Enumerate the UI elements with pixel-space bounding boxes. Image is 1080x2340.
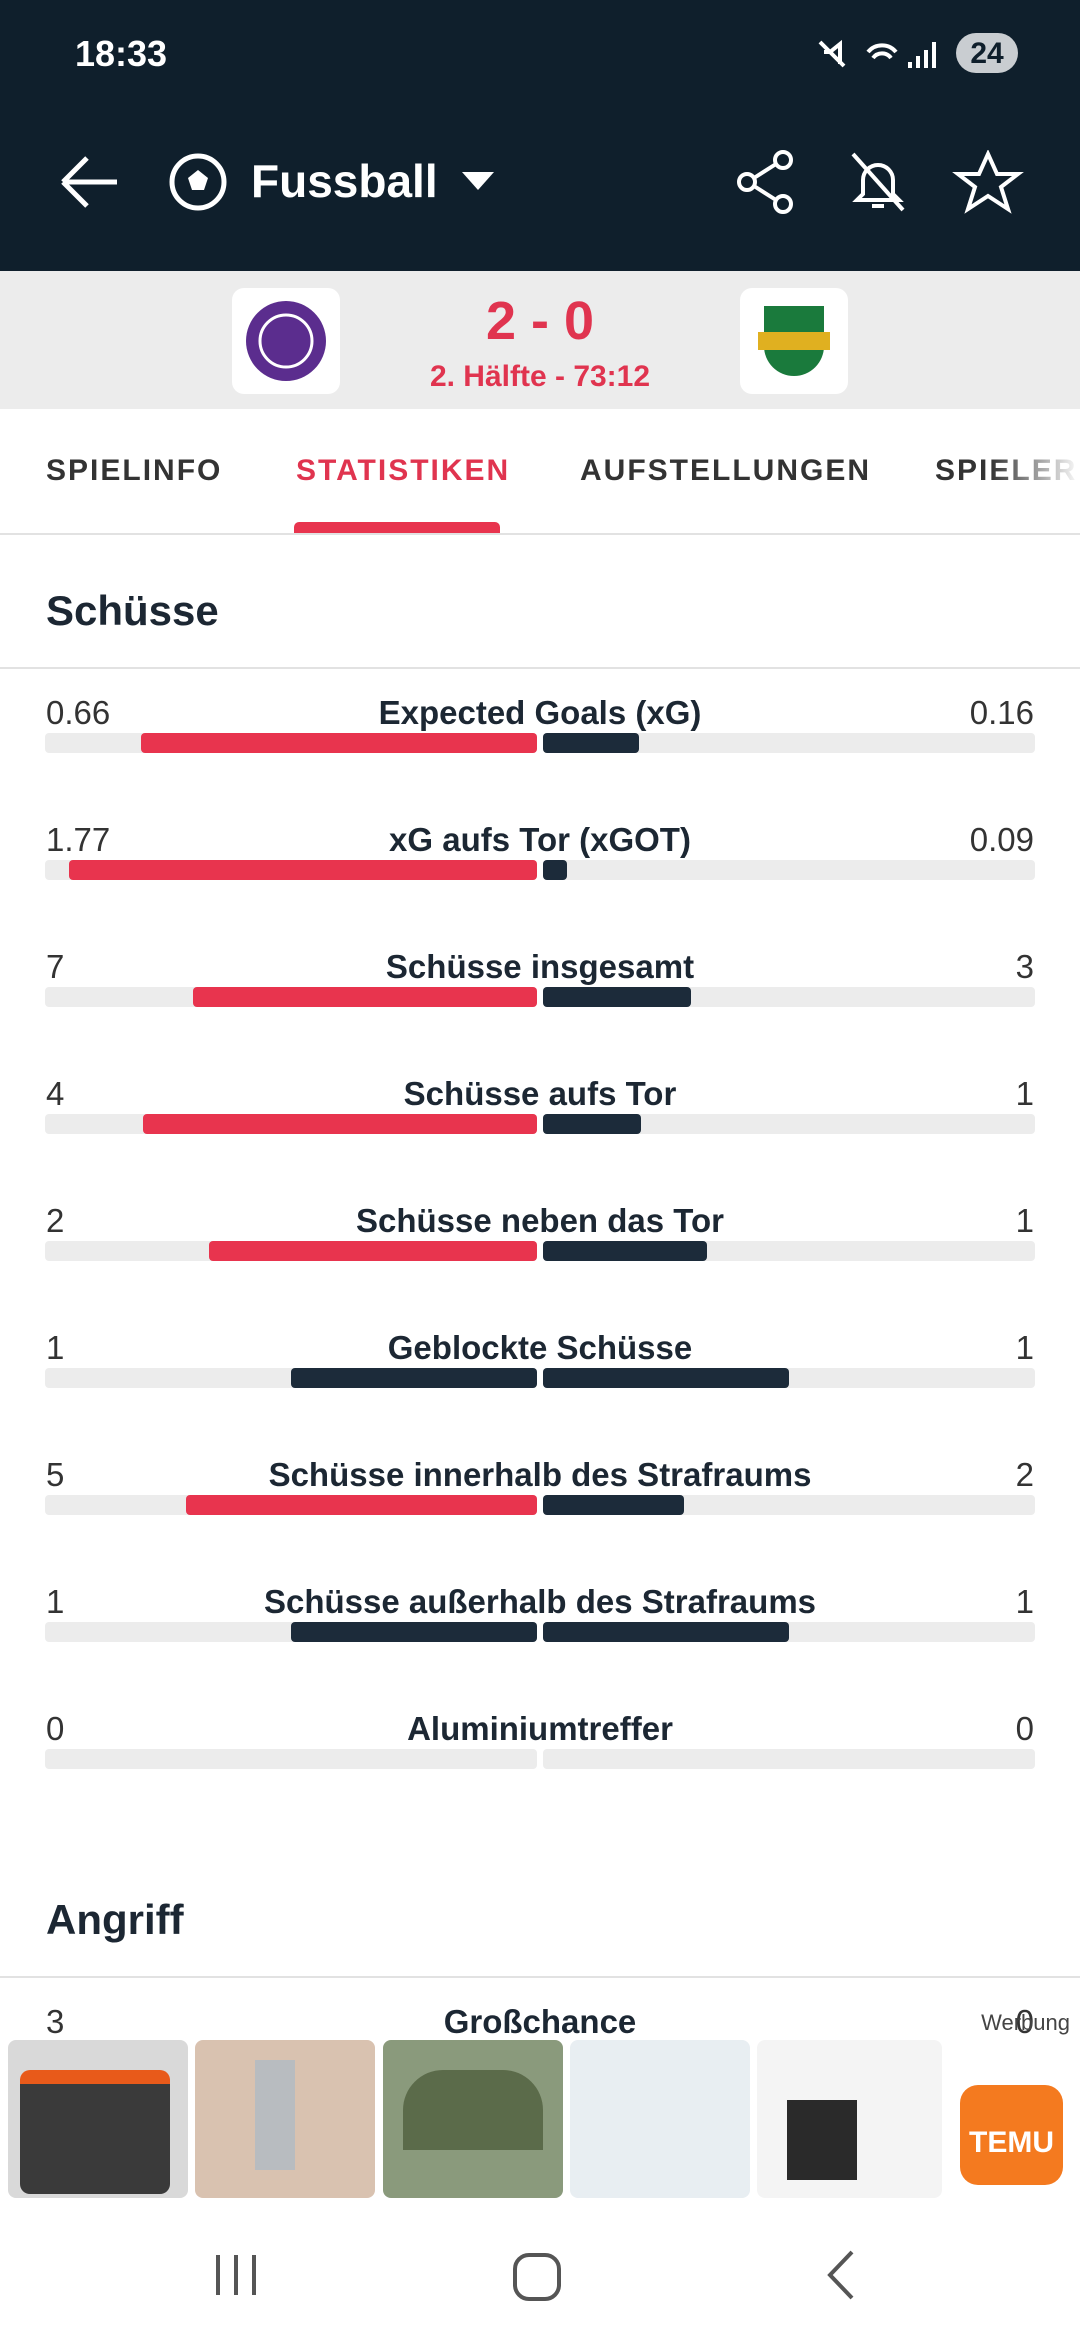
away-bar — [543, 860, 567, 880]
header-actions[interactable] — [735, 150, 1025, 214]
ad-brand: TEMU — [969, 2126, 1054, 2159]
ad-image[interactable] — [757, 2040, 942, 2198]
score: 2 - 0 — [485, 291, 595, 351]
tab-indicator — [294, 522, 500, 533]
away-bar — [543, 1495, 684, 1515]
stat-away-value: 0 — [1015, 2003, 1034, 2040]
stat-home-value: 1.77 — [46, 821, 111, 858]
stat-away-value: 1 — [1015, 1075, 1034, 1112]
stat-home-value: 3 — [46, 2003, 65, 2040]
stat-label: Schüsse außerhalb des Strafraums — [263, 1583, 817, 1620]
tab[interactable]: STATISTIKEN — [296, 454, 511, 487]
stat-home-value: 5 — [46, 1456, 65, 1493]
bar-track — [543, 860, 1035, 880]
dropdown-caret[interactable] — [460, 170, 496, 194]
stat-label: Expected Goals (xG) — [378, 694, 702, 731]
nav-bar — [216, 2250, 854, 2301]
bar-track — [543, 1749, 1035, 1769]
home-bar — [291, 1622, 537, 1642]
stat-away-value: 0.16 — [969, 694, 1034, 731]
stat-label: Schüsse neben das Tor — [356, 1202, 724, 1239]
stat-home-value: 2 — [46, 1202, 65, 1239]
section-title: Schüsse — [46, 587, 219, 634]
bar-track — [543, 733, 1035, 753]
status-icons — [818, 39, 936, 68]
bar-track — [543, 1114, 1035, 1134]
home-logo[interactable] — [232, 288, 340, 394]
stat-label: Schüsse innerhalb des Strafraums — [268, 1456, 812, 1493]
ad-label: Werbung — [981, 2010, 1070, 2035]
tab-fade — [990, 440, 1080, 510]
stat-home-value: 7 — [46, 948, 65, 985]
home-bar — [192, 987, 537, 1007]
stat-away-value: 1 — [1015, 1583, 1034, 1620]
stat-home-value: 4 — [46, 1075, 65, 1112]
clock: 18:33 — [75, 33, 168, 74]
stat-label: xG aufs Tor (xGOT) — [389, 821, 691, 858]
stat-home-value: 1 — [46, 1583, 65, 1620]
home-bar — [291, 1368, 537, 1388]
away-logo[interactable] — [740, 288, 848, 394]
away-bar — [543, 1368, 789, 1388]
stat-label: Schüsse insgesamt — [385, 948, 695, 985]
home-bar — [143, 1114, 537, 1134]
bar-track — [45, 1749, 537, 1769]
stat-away-value: 1 — [1015, 1329, 1034, 1366]
stat-away-value: 2 — [1015, 1456, 1034, 1493]
stat-away-value: 3 — [1015, 948, 1034, 985]
tab[interactable]: SPIELINFO — [46, 454, 223, 487]
ad-logo[interactable] — [960, 2085, 1063, 2185]
home-bar — [185, 1495, 537, 1515]
home-bar — [141, 733, 537, 753]
back-button[interactable] — [55, 150, 125, 214]
sport-icon — [169, 153, 227, 211]
home-bar — [68, 860, 537, 880]
stat-away-value: 1 — [1015, 1202, 1034, 1239]
away-bar — [543, 1622, 789, 1642]
stat-label: Großchance — [443, 2003, 637, 2040]
sport-selector[interactable]: Fussball — [251, 155, 438, 207]
stat-home-value: 0 — [46, 1710, 65, 1747]
stat-label: Schüsse aufs Tor — [403, 1075, 677, 1112]
top-bar — [0, 0, 1080, 271]
tab[interactable]: AUFSTELLUNGEN — [580, 454, 871, 487]
battery — [956, 33, 1018, 73]
stat-home-value: 1 — [46, 1329, 65, 1366]
section-title: Angriff — [46, 1896, 184, 1943]
ad-image[interactable] — [383, 2040, 563, 2198]
stat-label: Aluminiumtreffer — [407, 1710, 673, 1747]
ad-image[interactable] — [570, 2040, 750, 2198]
stat-home-value: 0.66 — [46, 694, 111, 731]
away-bar — [543, 1241, 707, 1261]
stat-label: Geblockte Schüsse — [387, 1329, 693, 1366]
ad-image[interactable] — [195, 2040, 375, 2198]
away-bar — [543, 1114, 642, 1134]
away-bar — [543, 733, 639, 753]
match-status: 2. Hälfte - 73:12 — [429, 360, 651, 393]
section-divider — [0, 667, 1080, 669]
tab-divider — [0, 533, 1080, 535]
away-bar — [543, 987, 691, 1007]
stat-away-value: 0.09 — [969, 821, 1034, 858]
stat-away-value: 0 — [1015, 1710, 1034, 1747]
ad-image[interactable] — [8, 2040, 188, 2198]
section-divider — [0, 1976, 1080, 1978]
home-bar — [209, 1241, 537, 1261]
score-band — [0, 271, 1080, 409]
battery-level: 24 — [970, 37, 1004, 70]
